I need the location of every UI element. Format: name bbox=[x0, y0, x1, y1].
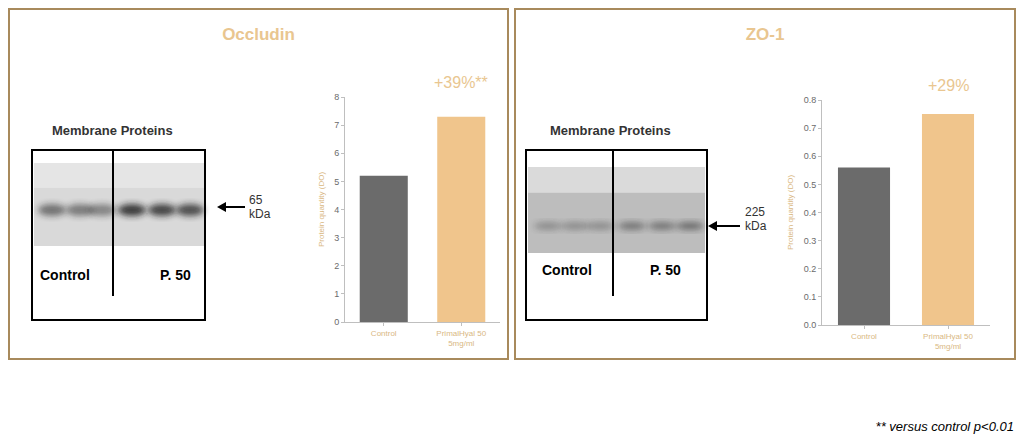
svg-text:Control: Control bbox=[371, 329, 397, 338]
svg-text:0.7: 0.7 bbox=[804, 123, 817, 133]
svg-text:65kDa: 65kDa bbox=[249, 193, 271, 221]
svg-text:Control: Control bbox=[851, 332, 877, 341]
svg-text:8: 8 bbox=[334, 92, 339, 102]
svg-text:Control: Control bbox=[542, 262, 592, 278]
svg-text:2: 2 bbox=[334, 261, 339, 271]
svg-text:1: 1 bbox=[334, 289, 339, 299]
svg-text:+39%**: +39%** bbox=[434, 74, 488, 91]
svg-text:225kDa: 225kDa bbox=[745, 205, 767, 233]
svg-text:0.2: 0.2 bbox=[804, 264, 817, 274]
html-text:Occludin: Occludin bbox=[222, 25, 295, 44]
svg-text:0.6: 0.6 bbox=[804, 151, 817, 161]
html-text:** versus control p<0.01: ** versus control p<0.01 bbox=[875, 419, 1014, 434]
svg-text:0.4: 0.4 bbox=[804, 208, 817, 218]
svg-text:Control: Control bbox=[40, 267, 90, 283]
svg-text:+29%: +29% bbox=[928, 77, 969, 94]
svg-text:4: 4 bbox=[334, 205, 339, 215]
svg-text:0.5: 0.5 bbox=[804, 180, 817, 190]
svg-text:5: 5 bbox=[334, 177, 339, 187]
svg-text:7: 7 bbox=[334, 120, 339, 130]
svg-text:Protein quantity (DO): Protein quantity (DO) bbox=[786, 175, 795, 250]
svg-text:PrimalHyal 505mg/ml: PrimalHyal 505mg/ml bbox=[436, 329, 486, 348]
svg-text:Protein quantity (DO): Protein quantity (DO) bbox=[317, 172, 326, 247]
html-text:ZO-1: ZO-1 bbox=[745, 25, 785, 44]
svg-text:Membrane Proteins: Membrane Proteins bbox=[52, 123, 173, 138]
svg-text:P. 50: P. 50 bbox=[650, 262, 681, 278]
svg-text:6: 6 bbox=[334, 148, 339, 158]
svg-text:0.1: 0.1 bbox=[804, 292, 817, 302]
svg-text:Membrane Proteins: Membrane Proteins bbox=[550, 123, 671, 138]
svg-text:0.0: 0.0 bbox=[804, 320, 817, 330]
svg-text:PrimalHyal 505mg/ml: PrimalHyal 505mg/ml bbox=[923, 332, 973, 351]
svg-text:0.8: 0.8 bbox=[804, 95, 817, 105]
svg-text:P. 50: P. 50 bbox=[160, 267, 191, 283]
svg-text:0.3: 0.3 bbox=[804, 236, 817, 246]
svg-text:0: 0 bbox=[334, 317, 339, 327]
svg-text:3: 3 bbox=[334, 233, 339, 243]
